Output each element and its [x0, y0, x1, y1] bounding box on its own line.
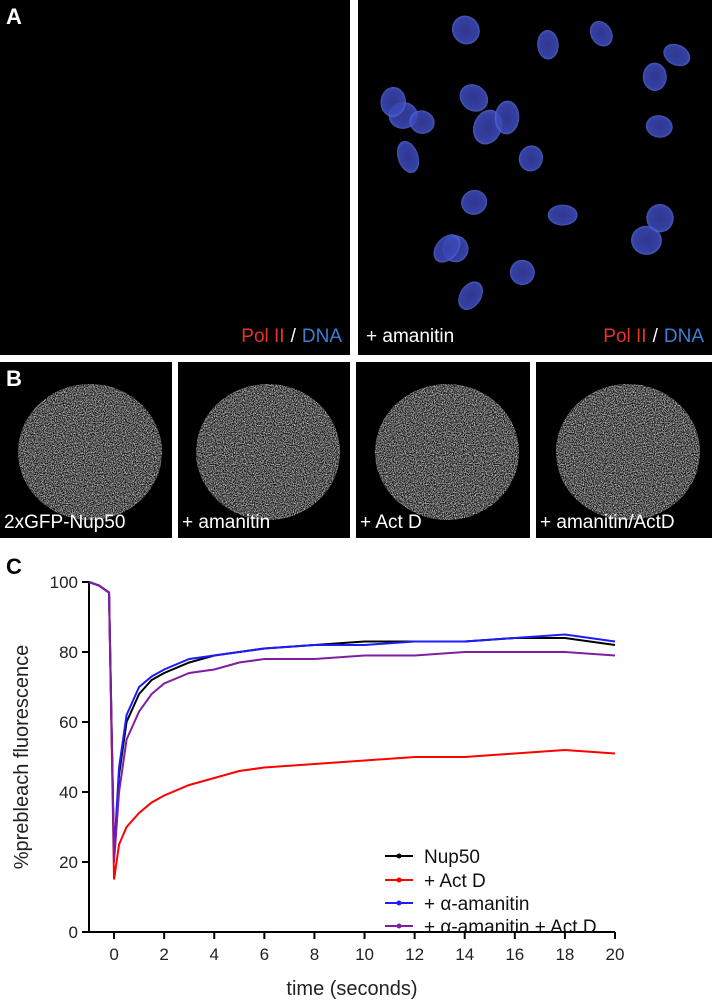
image-panel — [358, 0, 712, 355]
caption: + amanitin/ActD — [540, 512, 675, 533]
legend-marker — [396, 877, 402, 883]
panel-label: C — [6, 554, 22, 579]
y-tick-label: 60 — [59, 713, 78, 732]
nucleus — [631, 225, 662, 255]
nucleus — [451, 15, 480, 45]
x-tick-label: 20 — [606, 945, 625, 964]
caption: + Act D — [360, 512, 422, 533]
x-tick-label: 6 — [260, 945, 269, 964]
x-tick-label: 2 — [159, 945, 168, 964]
legend-marker — [396, 853, 402, 859]
y-tick-label: 80 — [59, 643, 78, 662]
panel-label: A — [6, 4, 22, 29]
caption-part: Pol II — [603, 326, 646, 347]
x-tick-label: 0 — [109, 945, 118, 964]
nucleus — [18, 384, 162, 520]
nucleus — [458, 281, 483, 311]
nucleus — [646, 204, 674, 233]
nucleus — [509, 259, 535, 286]
nucleus — [547, 204, 578, 226]
y-axis-label: %prebleach fluorescence — [11, 645, 33, 870]
nucleus — [459, 84, 489, 112]
legend-label: + α-amanitin + Act D — [424, 917, 597, 938]
x-axis-label: time (seconds) — [286, 978, 417, 1000]
x-tick-label: 4 — [210, 945, 219, 964]
y-tick-label: 20 — [59, 853, 78, 872]
nucleus — [556, 384, 700, 520]
caption: + amanitin — [182, 512, 270, 533]
legend-label: + Act D — [424, 871, 486, 892]
series-line — [88, 581, 616, 856]
series-line — [88, 581, 616, 863]
caption: Pol II / DNA — [241, 326, 342, 347]
series-line — [88, 581, 616, 856]
panel-b: 2xGFP-Nup50 + amanitin + Act D + amanitin/A… — [0, 362, 712, 538]
nucleus — [494, 100, 520, 135]
image-panel — [0, 0, 350, 355]
nucleus — [380, 86, 406, 117]
nucleus — [518, 145, 544, 172]
nuclei — [380, 15, 691, 311]
y-tick-label: 100 — [50, 573, 78, 592]
x-tick-label: 18 — [555, 945, 574, 964]
x-tick-label: 14 — [455, 945, 474, 964]
x-tick-label: 12 — [405, 945, 424, 964]
caption-part: DNA — [664, 326, 704, 347]
chart: C 0 20 40 60 80 100 0 2 4 6 8 10 12 14 16 18 20 time (seco… — [6, 554, 624, 1000]
panel-label: B — [6, 366, 22, 391]
nucleus — [409, 110, 435, 134]
y-tick-label: 0 — [69, 923, 78, 942]
caption: + amanitin — [366, 326, 454, 347]
legend-label: Nup50 — [424, 847, 480, 868]
x-tick-label: 10 — [355, 945, 374, 964]
nucleus — [589, 21, 613, 47]
nucleus — [537, 29, 559, 60]
nucleus — [645, 115, 673, 138]
nucleus — [663, 43, 691, 67]
caption-part: / — [291, 326, 297, 347]
legend-label: + α-amanitin — [424, 894, 530, 915]
nucleus — [375, 384, 519, 520]
nucleus — [433, 234, 461, 263]
nucleus — [642, 62, 667, 92]
y-tick-label: 40 — [59, 783, 78, 802]
series-line — [88, 581, 616, 880]
nucleus — [461, 189, 488, 215]
caption-part: / — [653, 326, 659, 347]
caption: Pol II / DNA — [603, 326, 704, 347]
caption-part: Pol II — [241, 326, 284, 347]
x-tick-label: 16 — [505, 945, 524, 964]
legend-marker — [396, 900, 402, 906]
nucleus — [396, 140, 420, 173]
nucleus — [196, 384, 340, 520]
x-tick-label: 8 — [310, 945, 319, 964]
caption: 2xGFP-Nup50 — [4, 512, 125, 533]
caption-part: DNA — [302, 326, 342, 347]
legend-marker — [396, 923, 402, 929]
